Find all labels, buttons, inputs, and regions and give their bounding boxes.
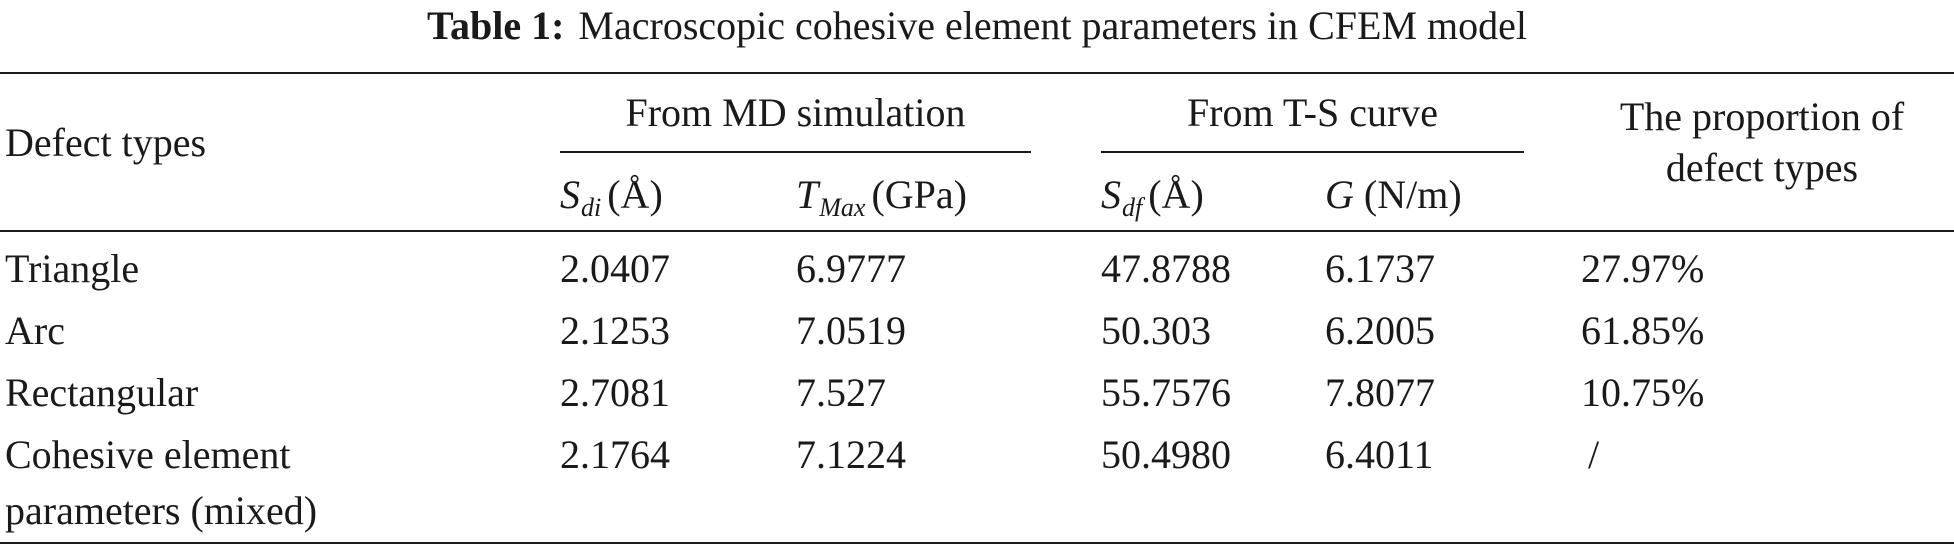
row-2-type: Arc	[5, 308, 65, 353]
bottom-rule	[0, 542, 1954, 544]
row-1-g: 6.1737	[1325, 246, 1435, 291]
row-4-proportion: /	[1588, 432, 1600, 477]
row-2-g: 6.2005	[1325, 308, 1435, 353]
header-proportion-line2: defect types	[1665, 145, 1859, 190]
row-4-sdi: 2.1764	[560, 432, 670, 477]
ts-group-rule	[1101, 151, 1524, 153]
row-2-sdi: 2.1253	[560, 308, 670, 353]
header-defect-types: Defect types	[5, 120, 207, 165]
table-caption: Table 1: Macroscopic cohesive element par…	[0, 2, 1954, 50]
row-1-type: Triangle	[5, 246, 140, 291]
row-1-sdi: 2.0407	[560, 246, 670, 291]
md-group-rule	[560, 151, 1031, 153]
row-3-type: Rectangular	[5, 370, 199, 415]
header-rule	[0, 230, 1954, 232]
row-4-sdf: 50.4980	[1101, 432, 1231, 477]
row-3-g: 7.8077	[1325, 370, 1435, 415]
top-rule	[0, 72, 1954, 74]
caption-text: Macroscopic cohesive element parameters …	[578, 3, 1528, 48]
header-group-ts: From T-S curve	[1186, 90, 1439, 135]
row-1-sdf: 47.8788	[1101, 246, 1231, 291]
row-3-proportion: 10.75%	[1581, 370, 1705, 415]
row-4-tmax: 7.1224	[796, 432, 906, 477]
row-3-sdf: 55.7576	[1101, 370, 1231, 415]
row-1-proportion: 27.97%	[1581, 246, 1705, 291]
row-4-type-line1: Cohesive element	[5, 432, 291, 477]
header-tmax: TMax (GPa)	[796, 172, 967, 222]
row-3-tmax: 7.527	[796, 370, 886, 415]
row-4-g: 6.4011	[1325, 432, 1434, 477]
row-2-sdf: 50.303	[1101, 308, 1211, 353]
row-4-type-line2: parameters (mixed)	[5, 488, 318, 533]
header-proportion-line1: The proportion of	[1619, 94, 1905, 139]
row-1-tmax: 6.9777	[796, 246, 906, 291]
row-2-proportion: 61.85%	[1581, 308, 1705, 353]
row-2-tmax: 7.0519	[796, 308, 906, 353]
caption-label: Table 1:	[426, 3, 565, 48]
header-group-md: From MD simulation	[625, 90, 966, 135]
header-sdi: Sdi (Å)	[560, 172, 663, 222]
header-sdf: Sdf (Å)	[1101, 172, 1204, 222]
header-g: G (N/m)	[1325, 172, 1462, 217]
row-3-sdi: 2.7081	[560, 370, 670, 415]
